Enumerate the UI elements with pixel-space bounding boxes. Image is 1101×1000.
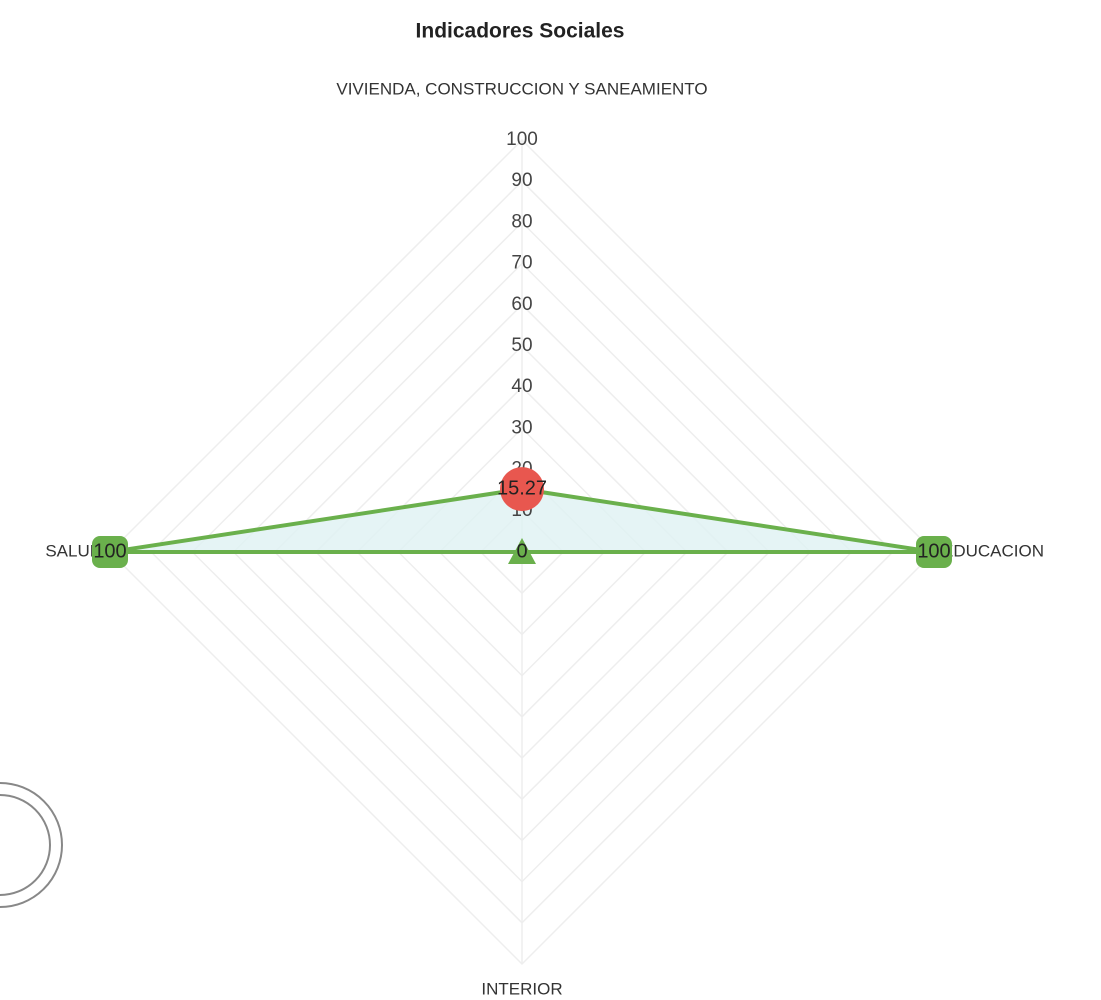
r-tick-label: 30 [511,417,532,438]
axis-label: SALUD [45,541,102,560]
value-label: 100 [917,540,950,562]
chart-title: Indicadores Sociales [416,20,625,43]
value-label: 15.27 [497,477,547,499]
r-tick-label: 40 [511,376,532,397]
r-tick-label: 60 [511,294,532,315]
marker [500,467,544,512]
axis-label: VIVIENDA, CONSTRUCCION Y SANEAMIENTO [336,79,707,98]
r-tick-label: 80 [511,211,532,232]
axis-label: INTERIOR [481,979,562,998]
marker [92,536,128,568]
value-label: 100 [93,540,126,562]
axis-label: EDUCACION [942,541,1044,560]
r-tick-label: 90 [511,170,532,191]
r-tick-label: 70 [511,253,532,274]
marker [508,538,536,564]
r-tick-label: 50 [511,335,532,356]
seal [0,782,63,908]
r-tick-label: 100 [506,129,538,150]
marker [916,536,952,568]
value-label: 0 [516,540,527,562]
